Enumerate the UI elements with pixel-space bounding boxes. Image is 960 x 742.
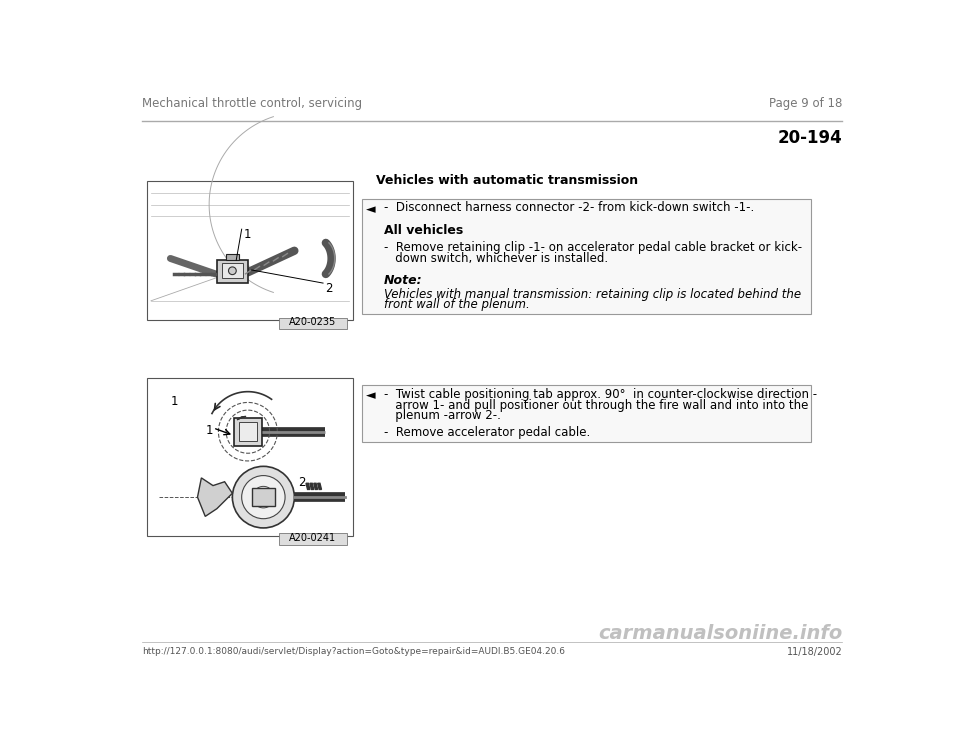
Polygon shape [198,478,232,516]
Bar [222,263,243,278]
Bar [217,260,248,283]
Bar [239,422,257,441]
Text: A20-0241: A20-0241 [289,533,337,542]
Text: 20-194: 20-194 [778,129,842,147]
Bar [362,199,811,314]
Text: Page 9 of 18: Page 9 of 18 [769,96,842,110]
Bar [362,386,811,441]
Text: 1: 1 [170,395,178,408]
Polygon shape [306,483,310,490]
Polygon shape [310,483,314,490]
Bar [252,488,275,506]
Circle shape [242,476,285,519]
Text: Mechanical throttle control, servicing: Mechanical throttle control, servicing [142,96,362,110]
Polygon shape [314,483,318,490]
Text: 2: 2 [325,281,333,295]
Text: down switch, whichever is installed.: down switch, whichever is installed. [383,252,608,266]
Circle shape [232,466,295,528]
Circle shape [252,486,275,508]
Text: -  Disconnect harness connector -2- from kick-down switch -1-.: - Disconnect harness connector -2- from … [383,202,754,214]
Text: ◄: ◄ [367,203,376,216]
Text: plenum -arrow 2-.: plenum -arrow 2-. [383,410,500,422]
Text: ◄: ◄ [367,390,376,402]
Text: http://127.0.0.1:8080/audi/servlet/Display?action=Goto&type=repair&id=AUDI.B5.GE: http://127.0.0.1:8080/audi/servlet/Displ… [142,646,564,655]
Circle shape [228,267,236,275]
Text: All vehicles: All vehicles [383,224,463,237]
Text: arrow 1- and pull positioner out through the fire wall and into into the: arrow 1- and pull positioner out through… [383,398,808,412]
Bar [278,318,348,329]
Text: -  Remove accelerator pedal cable.: - Remove accelerator pedal cable. [383,427,589,439]
Bar [227,254,239,260]
Text: 2: 2 [299,476,305,488]
Text: Note:: Note: [383,274,422,287]
Text: front wall of the plenum.: front wall of the plenum. [383,298,529,312]
Bar [147,378,352,536]
Polygon shape [318,483,322,490]
Bar [234,418,262,445]
Text: -  Remove retaining clip -1- on accelerator pedal cable bracket or kick-: - Remove retaining clip -1- on accelerat… [383,241,802,255]
Text: A20-0235: A20-0235 [289,317,337,327]
Text: 1: 1 [244,228,252,240]
Bar [147,182,352,320]
Text: Vehicles with automatic transmission: Vehicles with automatic transmission [375,174,637,187]
Text: 11/18/2002: 11/18/2002 [786,646,842,657]
Text: 1: 1 [205,424,213,437]
Text: -  Twist cable positioning tab approx. 90°  in counter-clockwise direction -: - Twist cable positioning tab approx. 90… [383,388,817,401]
Text: Vehicles with manual transmission: retaining clip is located behind the: Vehicles with manual transmission: retai… [383,288,801,301]
Text: carmanualsoniine.info: carmanualsoniine.info [598,624,842,643]
Bar [278,533,348,545]
